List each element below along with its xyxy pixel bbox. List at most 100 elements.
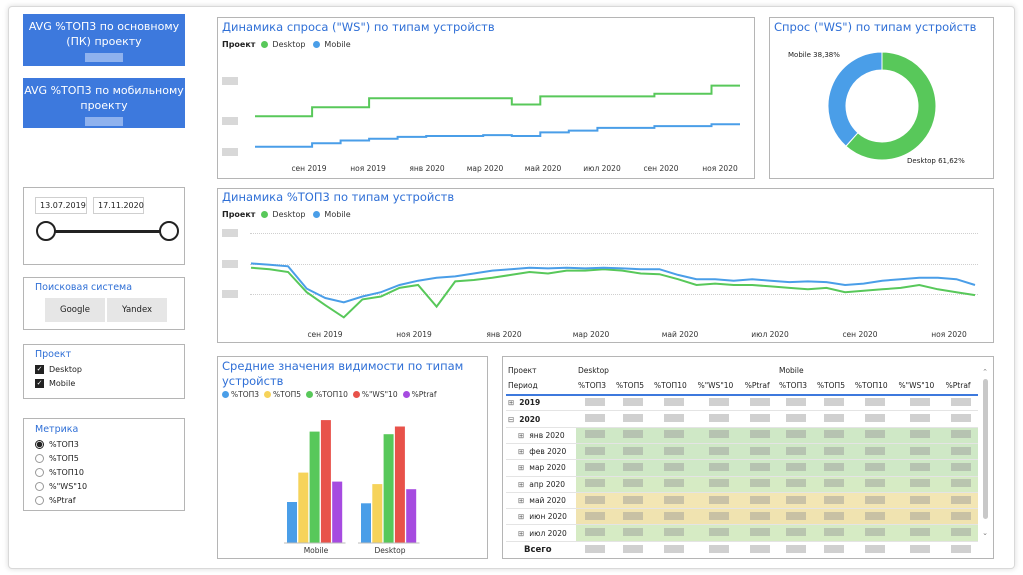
date-slider-track[interactable]: [46, 230, 168, 233]
matrix-column-header[interactable]: %"WS"10: [697, 381, 734, 391]
expand-icon[interactable]: ⊞: [518, 512, 525, 522]
search-option-google[interactable]: Google: [45, 298, 105, 322]
scroll-thumb[interactable]: [982, 379, 988, 519]
cell-value-hidden: [584, 414, 605, 423]
radio[interactable]: [35, 496, 44, 505]
metric-option-ptraf[interactable]: %Ptraf: [35, 496, 76, 505]
cell-value-hidden: [663, 544, 684, 553]
expand-icon[interactable]: ⊞: [518, 479, 525, 489]
matrix-cell-hidden: [776, 476, 815, 493]
cell-value-hidden: [622, 511, 643, 520]
matrix-column-header[interactable]: %Ptraf: [945, 381, 971, 391]
cell-value-hidden: [823, 462, 844, 471]
date-slider-end-handle[interactable]: [159, 221, 179, 241]
metric-option-top3[interactable]: %ТОП3: [35, 440, 79, 449]
matrix-column-header[interactable]: %ТОП3: [778, 381, 807, 391]
row-label-text: май 2020: [529, 496, 566, 506]
matrix-total-hidden: [897, 541, 944, 557]
kpi-card-desktop[interactable]: AVG %ТОП3 по основному (ПК) проекту: [23, 14, 185, 66]
donut-slice-mobile: [827, 51, 883, 147]
cell-value-hidden: [910, 544, 931, 553]
matrix-row-label[interactable]: ⊞ май 2020: [506, 492, 576, 508]
x-tick-label: июл 2020: [751, 330, 789, 339]
x-tick-label: мар 2020: [466, 164, 504, 173]
cell-value-hidden: [663, 397, 684, 406]
matrix-column-header[interactable]: %ТОП3: [578, 381, 607, 391]
expand-icon[interactable]: ⊞: [518, 447, 525, 457]
expand-icon[interactable]: ⊞: [518, 496, 525, 506]
metric-option-label: %"WS"10: [49, 482, 88, 491]
checkbox-checked[interactable]: ✓: [35, 379, 44, 388]
cell-value-hidden: [622, 479, 643, 488]
expand-icon[interactable]: ⊞: [518, 463, 525, 473]
cell-value-hidden: [584, 495, 605, 504]
date-end-field[interactable]: 17.11.2020: [93, 197, 144, 214]
matrix-scrollbar[interactable]: ⌃ ⌄: [980, 368, 990, 546]
x-tick-label: ноя 2019: [350, 164, 386, 173]
cell-value-hidden: [823, 414, 844, 423]
visibility-bar-chart: [284, 420, 420, 544]
radio[interactable]: [35, 468, 44, 477]
matrix-column-header[interactable]: %Ptraf: [744, 381, 770, 391]
matrix-total-hidden: [815, 541, 853, 557]
cell-value-hidden: [622, 446, 643, 455]
matrix-cell-hidden: [944, 395, 978, 411]
scroll-up-icon[interactable]: ⌃: [982, 368, 988, 376]
expand-icon[interactable]: ⊞: [518, 430, 525, 440]
cell-value-hidden: [823, 511, 844, 520]
matrix-cell-hidden: [853, 411, 897, 427]
search-option-yandex[interactable]: Yandex: [107, 298, 167, 322]
kpi-card-mobile[interactable]: AVG %ТОП3 по мобильному проекту: [23, 78, 185, 128]
x-tick-label: янв 2020: [409, 164, 445, 173]
matrix-row-label[interactable]: ⊞ июл 2020: [506, 525, 576, 541]
project-option-mobile[interactable]: ✓ Mobile: [35, 379, 75, 388]
x-tick-label: сен 2019: [307, 330, 343, 339]
radio[interactable]: [35, 454, 44, 463]
x-tick-label: май 2020: [524, 164, 562, 173]
matrix-column-header[interactable]: %ТОП5: [615, 381, 644, 391]
matrix-group-mobile: Mobile: [778, 365, 804, 375]
matrix-cell-hidden: [613, 508, 652, 525]
row-label-text: фев 2020: [529, 447, 567, 457]
category-label-desktop: Desktop: [374, 546, 406, 555]
matrix-cell-hidden: [852, 508, 897, 525]
cell-value-hidden: [864, 511, 885, 520]
metric-option-top5[interactable]: %ТОП5: [35, 454, 79, 463]
matrix-row-label[interactable]: ⊞ янв 2020: [506, 427, 576, 443]
collapse-icon[interactable]: ⊟: [508, 414, 515, 424]
y-tick-hidden: [222, 260, 238, 268]
matrix-row-label[interactable]: ⊞ мар 2020: [506, 460, 576, 476]
row-label-text: июл 2020: [529, 528, 567, 538]
matrix-row-label[interactable]: ⊟ 2020: [506, 411, 576, 427]
expand-icon[interactable]: ⊞: [508, 398, 515, 408]
project-option-desktop[interactable]: ✓ Desktop: [35, 365, 82, 374]
matrix-row-label[interactable]: ⊞ апр 2020: [506, 476, 576, 492]
matrix-cell-hidden: [651, 443, 696, 460]
matrix-column-header[interactable]: %ТОП10: [854, 381, 888, 391]
matrix-column-header[interactable]: %ТОП5: [816, 381, 845, 391]
row-label-text: 2019: [519, 398, 541, 408]
scroll-down-icon[interactable]: ⌄: [982, 529, 988, 537]
date-start-field[interactable]: 13.07.2019: [35, 197, 87, 214]
x-tick-label: май 2020: [661, 330, 699, 339]
cell-value-hidden: [749, 446, 770, 455]
matrix-column-header[interactable]: %ТОП10: [653, 381, 687, 391]
metric-option-top10[interactable]: %ТОП10: [35, 468, 84, 477]
matrix-period-header: Период: [508, 381, 538, 391]
checkbox-checked[interactable]: ✓: [35, 365, 44, 374]
radio-selected[interactable]: [35, 440, 44, 449]
expand-icon[interactable]: ⊞: [518, 528, 525, 538]
matrix-cell-hidden: [652, 411, 696, 427]
date-slider-start-handle[interactable]: [36, 221, 56, 241]
cell-value-hidden: [709, 397, 730, 406]
legend-label: %Ptraf: [411, 390, 437, 399]
matrix-row-label[interactable]: ⊞ 2019: [506, 395, 576, 411]
metric-option-ws10[interactable]: %"WS"10: [35, 482, 87, 491]
cell-value-hidden: [785, 462, 806, 471]
matrix-row-label[interactable]: ⊞ фев 2020: [506, 443, 576, 459]
matrix-row-label[interactable]: ⊞ июн 2020: [506, 509, 576, 525]
matrix-column-header[interactable]: %"WS"10: [898, 381, 935, 391]
cell-value-hidden: [823, 430, 844, 439]
cell-value-hidden: [910, 462, 931, 471]
radio[interactable]: [35, 482, 44, 491]
